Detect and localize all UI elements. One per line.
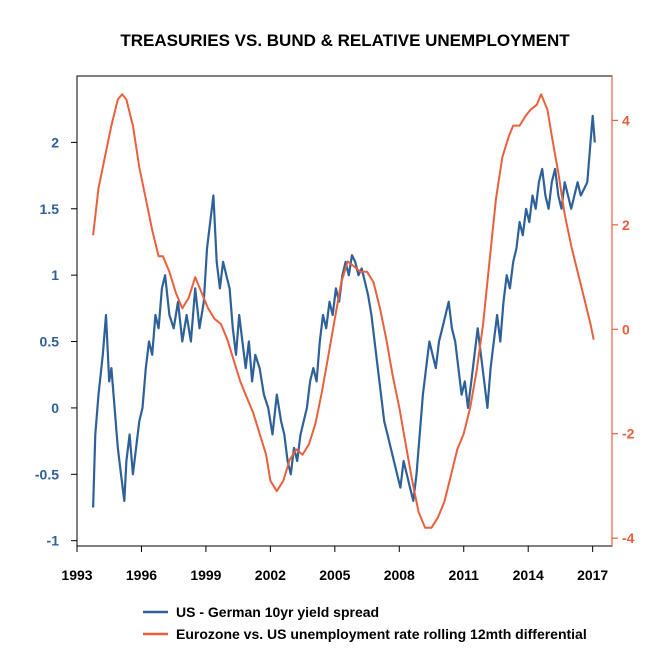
- series-line-unemployment-differential: [92, 93, 595, 529]
- left-tick-label: 1.5: [40, 201, 60, 217]
- right-tick-label: 4: [622, 112, 630, 128]
- legend-label-yield-spread: US - German 10yr yield spread: [176, 604, 379, 620]
- x-tick-label: 1996: [126, 567, 157, 583]
- legend-label-unemployment-differential: Eurozone vs. US unemployment rate rollin…: [176, 626, 587, 642]
- x-tick-label: 2005: [319, 567, 350, 583]
- x-tick-label: 1993: [61, 567, 92, 583]
- x-tick-label: 2011: [449, 567, 480, 583]
- plot-frame: [76, 75, 613, 547]
- left-tick-label: -0.5: [35, 466, 59, 482]
- left-y-axis: -1 -0.5 0 0.5 1 1.5 2: [35, 134, 77, 549]
- series-layer: [92, 93, 596, 529]
- chart-title: TREASURIES VS. BUND & RELATIVE UNEMPLOYM…: [120, 31, 570, 50]
- left-tick-label: 1: [51, 267, 59, 283]
- x-axis: 1993 1996 1999 2002 2005 2008 2011 2014 2017: [61, 546, 608, 583]
- x-tick-label: 2002: [255, 567, 286, 583]
- left-tick-label: 2: [51, 134, 59, 150]
- left-tick-label: 0.5: [40, 334, 60, 350]
- legend: US - German 10yr yield spread Eurozone v…: [143, 604, 587, 642]
- right-tick-label: 0: [622, 321, 630, 337]
- right-tick-label: 2: [622, 217, 630, 233]
- right-tick-label: -2: [622, 426, 635, 442]
- series-line-yield-spread: [92, 114, 596, 508]
- x-tick-label: 1999: [190, 567, 221, 583]
- x-tick-label: 2008: [384, 567, 415, 583]
- left-tick-label: 0: [51, 400, 59, 416]
- left-tick-label: -1: [47, 533, 60, 549]
- x-tick-label: 2014: [513, 567, 544, 583]
- right-y-axis: -4 -2 0 2 4: [611, 76, 635, 546]
- right-tick-label: -4: [622, 530, 635, 546]
- x-tick-label: 2017: [577, 567, 608, 583]
